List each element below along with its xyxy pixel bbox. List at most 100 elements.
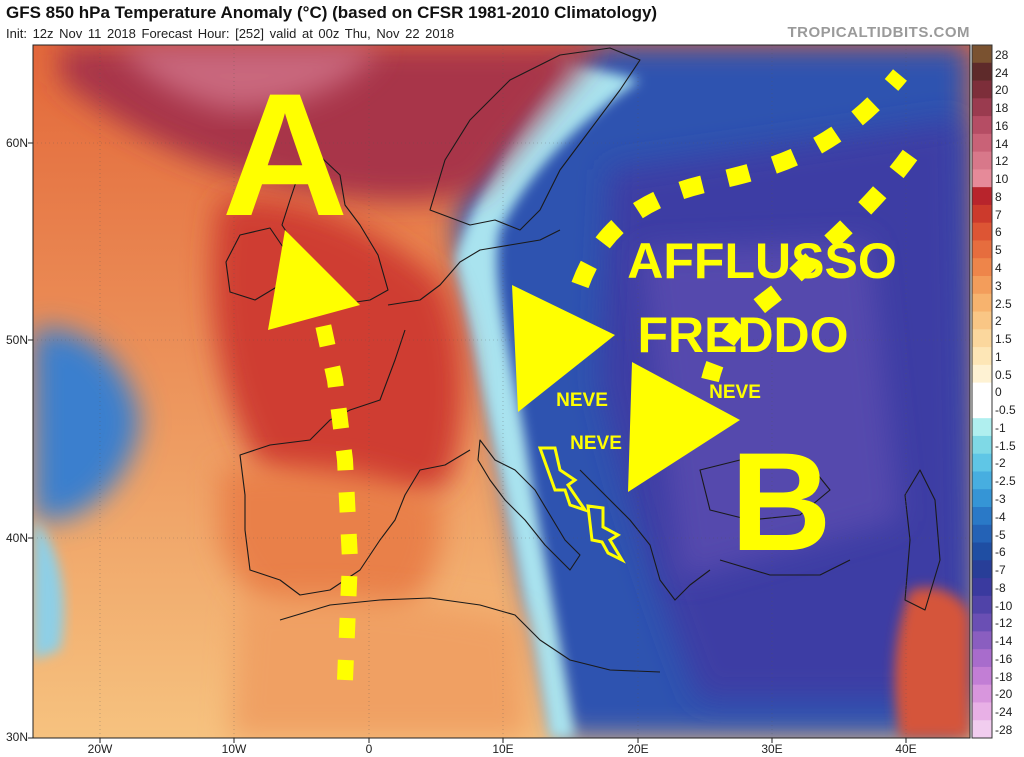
colorbar-label: -18 — [995, 669, 1013, 684]
colorbar-label: -2.5 — [995, 474, 1016, 489]
colorbar-swatch — [972, 80, 992, 99]
lon-label: 40E — [895, 742, 917, 756]
map-subtitle: Init: 12z Nov 11 2018 Forecast Hour: [25… — [6, 26, 455, 41]
lon-label: 10E — [492, 742, 514, 756]
colorbar-label: 4 — [995, 261, 1002, 275]
colorbar-label: -7 — [995, 563, 1006, 578]
colorbar-label: -10 — [995, 598, 1013, 613]
colorbar-label: 24 — [995, 65, 1009, 80]
colorbar-label: -0.5 — [995, 403, 1016, 418]
map-frame — [32, 44, 971, 739]
colorbar-swatch — [972, 45, 992, 64]
colorbar-swatch — [972, 471, 992, 490]
colorbar-swatch — [972, 258, 992, 277]
lightning-bolt-icon — [537, 446, 589, 513]
lat-label: 50N — [6, 333, 29, 347]
colorbar-swatch — [972, 649, 992, 668]
colorbar-label: 20 — [995, 83, 1009, 98]
cold-arrowhead-east — [628, 362, 740, 492]
lon-label: 30E — [761, 742, 783, 756]
coastlines — [225, 47, 941, 673]
annotations — [268, 69, 918, 681]
colorbar-label: -1 — [995, 420, 1006, 435]
colorbar-swatch — [972, 631, 992, 650]
colorbar-swatch — [972, 613, 992, 632]
snow-label: NEVE — [556, 390, 608, 411]
snow-label: NEVE — [570, 433, 622, 454]
colorbar-label: 18 — [995, 101, 1009, 116]
lightning-bolt-icon — [586, 504, 626, 564]
colorbar-swatch — [972, 684, 992, 703]
colorbar-swatch — [972, 311, 992, 330]
colorbar-label: 3 — [995, 278, 1002, 293]
colorbar-swatch — [972, 133, 992, 153]
colorbar-label: -12 — [995, 616, 1013, 631]
colorbar-label: 28 — [995, 47, 1009, 62]
colorbar-swatch — [972, 489, 992, 508]
colorbar-label: -4 — [995, 509, 1006, 524]
colorbar-label: 12 — [995, 154, 1009, 169]
colorbar-label: -5 — [995, 527, 1006, 542]
lon-label: 20W — [87, 742, 113, 756]
flow-dotted-arc — [571, 69, 918, 383]
lon-label: 10W — [221, 742, 247, 756]
colorbar-swatch — [972, 329, 992, 348]
lon-label: 0 — [365, 742, 373, 756]
lon-label: 20E — [627, 742, 649, 756]
lat-label: 30N — [6, 730, 29, 744]
colorbar-label: 2.5 — [995, 296, 1012, 311]
colorbar-swatch — [972, 400, 992, 419]
colorbar-label: -28 — [995, 723, 1013, 737]
colorbar-swatch — [972, 507, 992, 526]
colorbar-swatch — [972, 702, 992, 721]
axis-ticks — [28, 142, 907, 743]
colorbar-swatch — [972, 595, 992, 615]
colorbar-swatch — [972, 435, 992, 455]
cold-arrowhead-west — [512, 285, 615, 412]
colorbar-label: 1 — [995, 349, 1002, 364]
flow-text-line1: AFFLUSSO — [627, 233, 896, 289]
colorbar-swatch — [972, 347, 992, 366]
colorbar-swatch — [972, 222, 992, 241]
colorbar — [971, 44, 993, 739]
colorbar-label: 7 — [995, 207, 1002, 222]
colorbar-swatch — [972, 151, 992, 170]
warm-flow-dotted-line — [314, 318, 359, 681]
colorbar-swatch — [972, 364, 992, 384]
colorbar-swatch — [972, 116, 992, 135]
colorbar-swatch — [972, 418, 992, 437]
colorbar-label: 2 — [995, 314, 1002, 329]
colorbar-label: -1.5 — [995, 438, 1016, 453]
colorbar-label: -24 — [995, 705, 1013, 720]
colorbar-label: -14 — [995, 634, 1013, 649]
map-field: A B AFFLUSSO FREDDO NEVE NEVE NEVE — [33, 45, 970, 738]
colorbar-swatch — [972, 62, 992, 82]
colorbar-label: -16 — [995, 651, 1013, 666]
colorbar-swatch — [972, 382, 992, 401]
colorbar-swatch — [972, 169, 992, 188]
colorbar-swatch — [972, 187, 992, 206]
colorbar-label: 0.5 — [995, 367, 1012, 382]
colorbar-label: 16 — [995, 118, 1009, 133]
colorbar-swatch — [972, 720, 992, 739]
high-pressure-letter: A — [222, 58, 348, 253]
colorbar-swatch — [972, 666, 992, 686]
brand-watermark: TROPICALTIDBITS.COM — [787, 24, 970, 41]
graticule — [33, 45, 970, 738]
colorbar-label: -6 — [995, 545, 1006, 560]
colorbar-label: -3 — [995, 492, 1006, 506]
lat-label: 40N — [6, 531, 29, 545]
colorbar-label: -8 — [995, 580, 1006, 595]
colorbar-label: 8 — [995, 189, 1002, 204]
snow-label: NEVE — [709, 382, 761, 403]
colorbar-frame — [971, 44, 993, 739]
colorbar-swatch — [972, 524, 992, 544]
colorbar-label: 14 — [995, 136, 1009, 151]
colorbar-label: 0 — [995, 385, 1002, 400]
colorbar-swatch — [972, 560, 992, 579]
colorbar-swatch — [972, 578, 992, 597]
colorbar-label: 5 — [995, 243, 1002, 258]
low-pressure-letter: B — [730, 423, 831, 580]
colorbar-swatch — [972, 542, 992, 561]
